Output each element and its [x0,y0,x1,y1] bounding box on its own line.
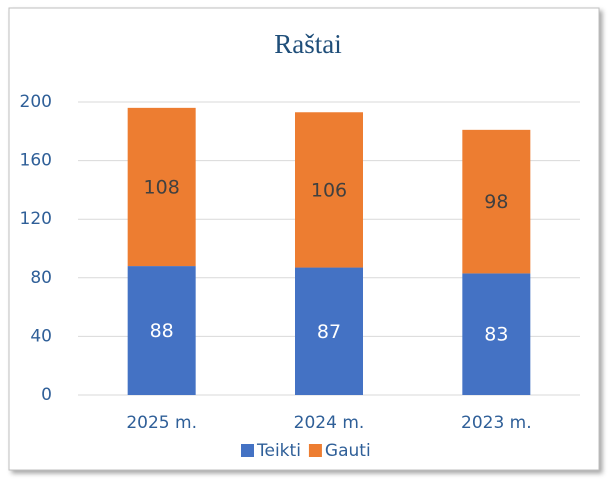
bar-segment [295,267,363,395]
legend-label: Teikti [256,441,301,461]
bar-segment [462,129,531,274]
y-tick-label: 0 [41,385,52,405]
y-tick-label: 80 [30,268,52,288]
chart-title: Raštai [274,29,342,59]
legend-swatch [241,444,254,457]
x-tick-label: 2024 m. [294,413,365,433]
y-tick-label: 160 [20,151,52,171]
y-tick-label: 120 [20,209,52,229]
legend-label: Gauti [325,441,371,461]
data-label: 88 [150,320,174,342]
bar-segment [462,273,531,395]
data-label: 83 [484,324,508,346]
bar-segment [127,266,196,395]
data-label: 108 [144,176,180,198]
data-label: 98 [484,191,508,213]
legend-swatch [308,444,322,457]
bar-segment [127,107,196,267]
x-tick-label: 2023 m. [461,413,532,433]
x-tick-label: 2025 m. [126,413,197,433]
data-label: 106 [311,179,347,201]
data-label: 87 [317,321,341,343]
y-tick-label: 200 [20,92,52,112]
y-tick-label: 40 [30,326,52,346]
bar-segment [295,112,363,268]
